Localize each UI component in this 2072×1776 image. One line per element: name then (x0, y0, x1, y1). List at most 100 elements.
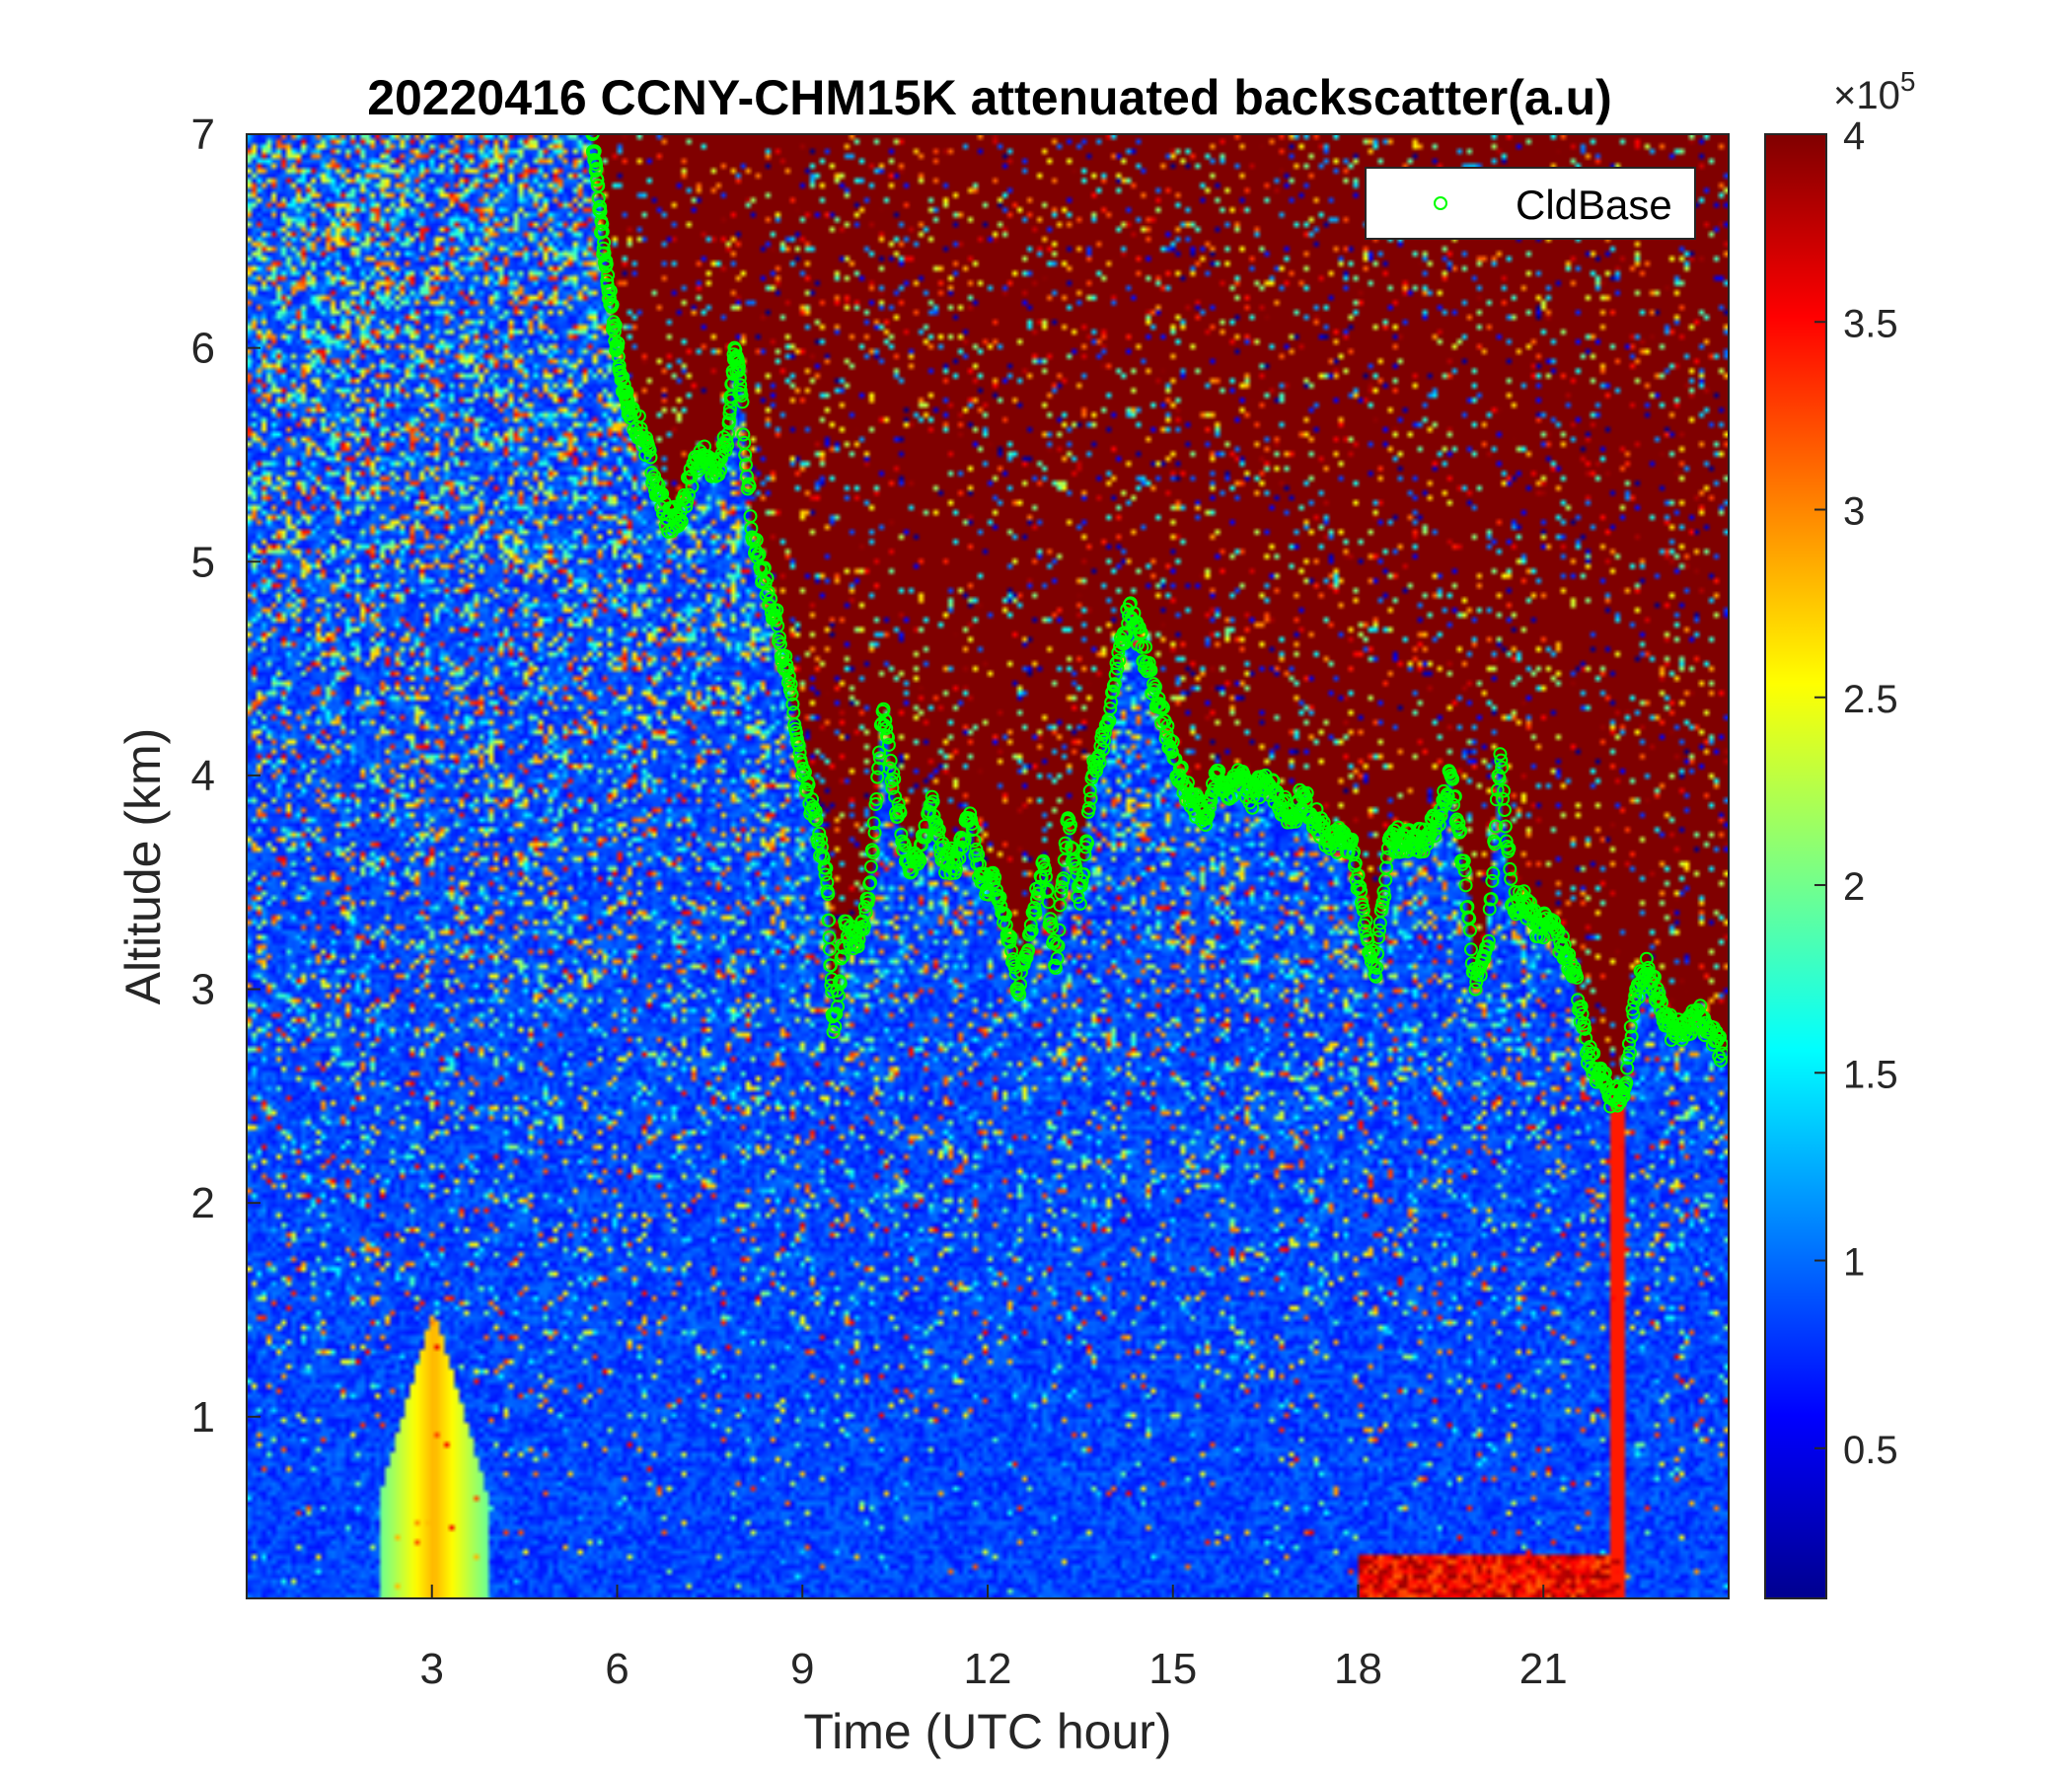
colorbar-ticks: 0.5 1 1.5 2 2.5 3 3.5 4 (1814, 114, 1898, 1472)
cldbase-point (590, 173, 605, 187)
colorbar-exponent-power: 5 (1900, 66, 1916, 97)
cldbase-point (1377, 889, 1392, 904)
cldbase-point (1048, 960, 1063, 975)
cldbase-point (1371, 924, 1386, 938)
cldbase-point (926, 808, 941, 823)
cldbase-point (1019, 950, 1034, 965)
cldbase-point (651, 478, 666, 492)
cldbase-point (770, 603, 784, 618)
backscatter-heatmap (247, 134, 1729, 1598)
cldbase-point (809, 813, 824, 828)
cldbase-point (863, 859, 878, 874)
colorbar-tick-label: 3 (1843, 490, 1865, 534)
chart-title: 20220416 CCNY-CHM15K attenuated backscat… (367, 70, 1612, 125)
cldbase-point (1453, 824, 1468, 839)
cldbase-point (1484, 892, 1499, 907)
cldbase-point (1497, 802, 1512, 817)
cldbase-point (1713, 1053, 1728, 1068)
cldbase-point (878, 712, 893, 727)
y-tick-label: 5 (191, 538, 215, 586)
x-tick-label: 6 (605, 1645, 629, 1693)
cldbase-point (732, 370, 747, 385)
cldbase-point (778, 649, 793, 664)
cldbase-point (869, 792, 884, 807)
cldbase-point (589, 157, 604, 172)
cldbase-point (749, 533, 764, 548)
cldbase-point (1003, 929, 1018, 944)
cldbase-point (1502, 841, 1517, 855)
cldbase-point (1051, 938, 1066, 953)
cldbase-point (611, 335, 626, 350)
y-axis: 1 2 3 4 5 6 7 (191, 111, 260, 1442)
cldbase-point (791, 738, 806, 753)
cldbase-point (1056, 871, 1071, 886)
cldbase-point (602, 290, 617, 305)
cldbase-point (1126, 619, 1141, 633)
cldbase-point (868, 797, 883, 812)
cldbase-point (1627, 995, 1642, 1009)
cldbase-point (1165, 734, 1180, 749)
cldbase-point (913, 853, 927, 868)
cldbase-point (1107, 677, 1122, 692)
cldbase-point (1142, 655, 1156, 670)
cldbase-point (1713, 1029, 1728, 1044)
x-tick-label: 12 (964, 1645, 1012, 1693)
cldbase-point (883, 753, 898, 768)
cldbase-point (586, 134, 601, 140)
cldbase-point (1468, 982, 1483, 997)
cldbase-point (1619, 1075, 1634, 1090)
cldbase-point (1596, 1068, 1611, 1082)
cldbase-point (1117, 636, 1132, 651)
cldbase-point (886, 766, 901, 780)
cldbase-point (1012, 987, 1027, 1001)
cldbase-point (1024, 924, 1039, 938)
colorbar-tick-label: 0.5 (1843, 1429, 1898, 1472)
cldbase-point (1447, 789, 1462, 804)
cldbase-point (1495, 760, 1510, 775)
cldbase-point (1458, 878, 1473, 893)
cldbase-point (1358, 924, 1372, 938)
cldbase-point (785, 697, 800, 711)
cldbase-point (1445, 772, 1460, 786)
cldbase-point (712, 453, 727, 468)
cldbase-point (1498, 819, 1513, 834)
cldbase-point (881, 737, 896, 752)
cldbase-point (1463, 923, 1478, 937)
y-axis-label: Altitude (km) (115, 728, 171, 1005)
cldbase-point (863, 875, 878, 890)
cldbase-point (1059, 841, 1073, 855)
cldbase-point (1064, 818, 1078, 833)
cldbase-point (1536, 930, 1551, 945)
cldbase-point (1488, 819, 1503, 834)
cldbase-point (1562, 947, 1577, 962)
cldbase-point (780, 675, 795, 690)
cldbase-point (736, 427, 751, 442)
cldbase-point (955, 840, 970, 854)
cldbase-point (1204, 793, 1219, 808)
plot-area (246, 133, 1730, 1599)
cldbase-point (949, 853, 964, 868)
cldbase-point (1485, 873, 1500, 888)
cldbase-point (893, 805, 908, 820)
cldbase-point (822, 941, 837, 956)
cldbase-point (819, 860, 834, 875)
colorbar-tick-label: 3.5 (1843, 302, 1898, 345)
y-tick-label: 1 (191, 1393, 215, 1442)
cldbase-point (1212, 764, 1226, 778)
cldbase-point (929, 816, 944, 831)
cldbase-point (823, 958, 838, 973)
cldbase-point (781, 669, 796, 684)
cldbase-point (769, 613, 783, 628)
cldbase-point (1663, 1007, 1677, 1022)
x-tick-label: 15 (1148, 1645, 1197, 1693)
cldbase-point (1369, 969, 1383, 984)
cldbase-point (872, 745, 887, 760)
cldbase-point (784, 687, 799, 702)
cldbase-point (587, 144, 602, 159)
colorbar-tick-label: 1.5 (1843, 1053, 1898, 1096)
cldbase-point (1597, 1066, 1612, 1080)
y-tick-label: 2 (191, 1179, 215, 1227)
cldbase-point (760, 571, 775, 586)
cldbase-point (856, 919, 871, 933)
cldbase-point (1144, 663, 1158, 678)
